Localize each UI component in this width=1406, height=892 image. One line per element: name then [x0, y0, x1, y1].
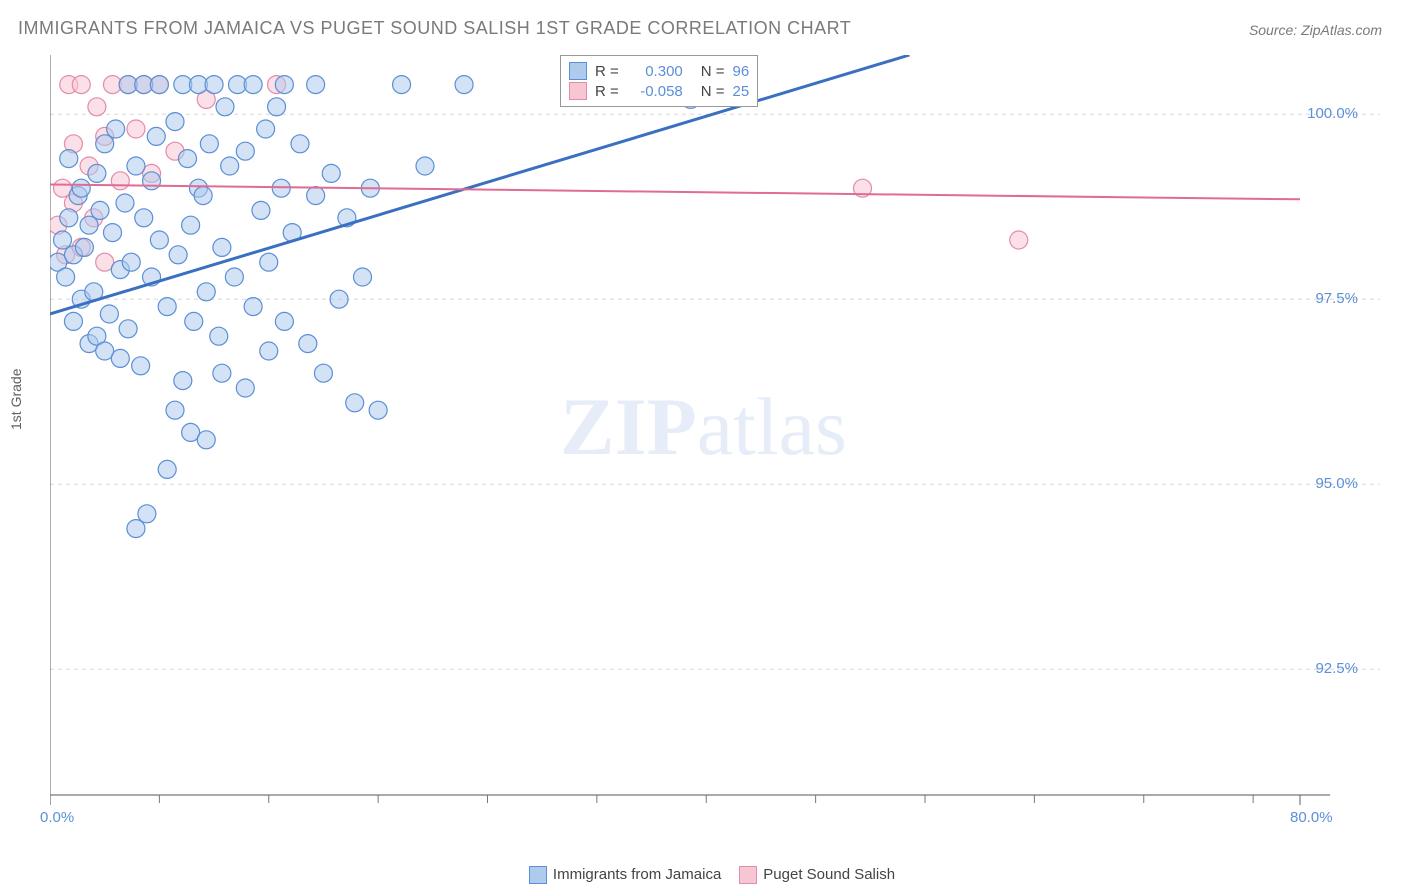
source-attribution: Source: ZipAtlas.com	[1249, 22, 1382, 38]
chart-canvas	[50, 55, 1380, 815]
x-tick-label: 0.0%	[40, 809, 74, 826]
r-label: R =	[595, 63, 619, 80]
legend-swatch	[569, 62, 587, 80]
legend-swatch	[569, 82, 587, 100]
y-tick-label: 95.0%	[1315, 475, 1358, 492]
stats-legend: R = 0.300 N = 96 R = -0.058 N = 25	[560, 55, 758, 107]
r-label: R =	[595, 83, 619, 100]
r-value: -0.058	[627, 83, 683, 100]
y-tick-label: 92.5%	[1315, 660, 1358, 677]
legend-swatch	[739, 866, 757, 884]
page-title: IMMIGRANTS FROM JAMAICA VS PUGET SOUND S…	[18, 18, 851, 39]
legend-label: Puget Sound Salish	[763, 866, 895, 883]
stats-legend-row: R = 0.300 N = 96	[569, 62, 749, 80]
stats-legend-row: R = -0.058 N = 25	[569, 82, 749, 100]
correlation-chart: R = 0.300 N = 96 R = -0.058 N = 25 92.5% 95.0% 97…	[50, 55, 1380, 815]
y-axis-label: 1st Grade	[8, 369, 24, 430]
series-legend: Immigrants from Jamaica Puget Sound Salis…	[0, 866, 1406, 884]
r-value: 0.300	[627, 63, 683, 80]
legend-label: Immigrants from Jamaica	[553, 866, 721, 883]
y-tick-label: 100.0%	[1307, 105, 1358, 122]
y-tick-label: 97.5%	[1315, 290, 1358, 307]
n-label: N =	[701, 83, 725, 100]
x-tick-label: 80.0%	[1290, 809, 1333, 826]
n-label: N =	[701, 63, 725, 80]
n-value: 25	[733, 83, 750, 100]
n-value: 96	[733, 63, 750, 80]
legend-swatch	[529, 866, 547, 884]
